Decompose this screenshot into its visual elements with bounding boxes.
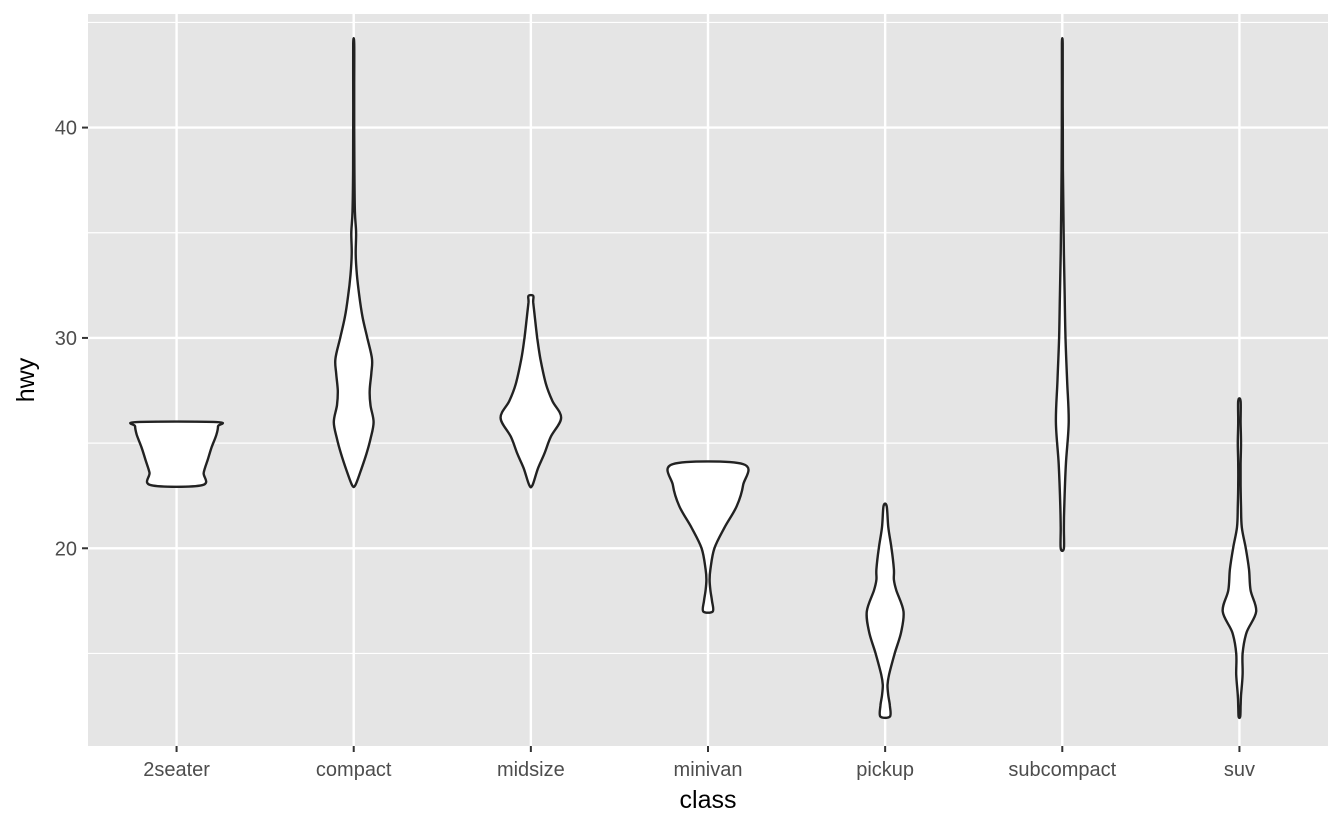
x-axis-title: class — [680, 786, 737, 814]
x-tick-label: minivan — [674, 759, 743, 781]
y-tick-label: 20 — [55, 538, 77, 560]
y-tick-label: 40 — [55, 118, 77, 140]
x-tick-label: subcompact — [1008, 759, 1116, 781]
y-tick-label: 30 — [55, 328, 77, 350]
x-axis: 2seater compact midsize minivan pickup subcom… — [143, 746, 1255, 781]
y-axis: 20 30 40 — [55, 118, 88, 560]
violin-minivan — [666, 460, 750, 614]
violins — [129, 36, 1258, 720]
violin-subcompact — [1054, 36, 1070, 553]
x-tick-label: midsize — [497, 759, 565, 781]
violin-midsize — [499, 293, 563, 489]
y-axis-title: hwy — [12, 357, 40, 402]
x-tick-label: compact — [316, 759, 392, 781]
x-tick-label: suv — [1224, 759, 1255, 781]
x-tick-label: 2seater — [143, 759, 210, 781]
violin-pickup — [865, 502, 905, 720]
violin-compact — [332, 36, 375, 489]
x-tick-label: pickup — [856, 759, 914, 781]
violin-2seater — [129, 420, 225, 488]
violin-suv — [1221, 397, 1258, 720]
